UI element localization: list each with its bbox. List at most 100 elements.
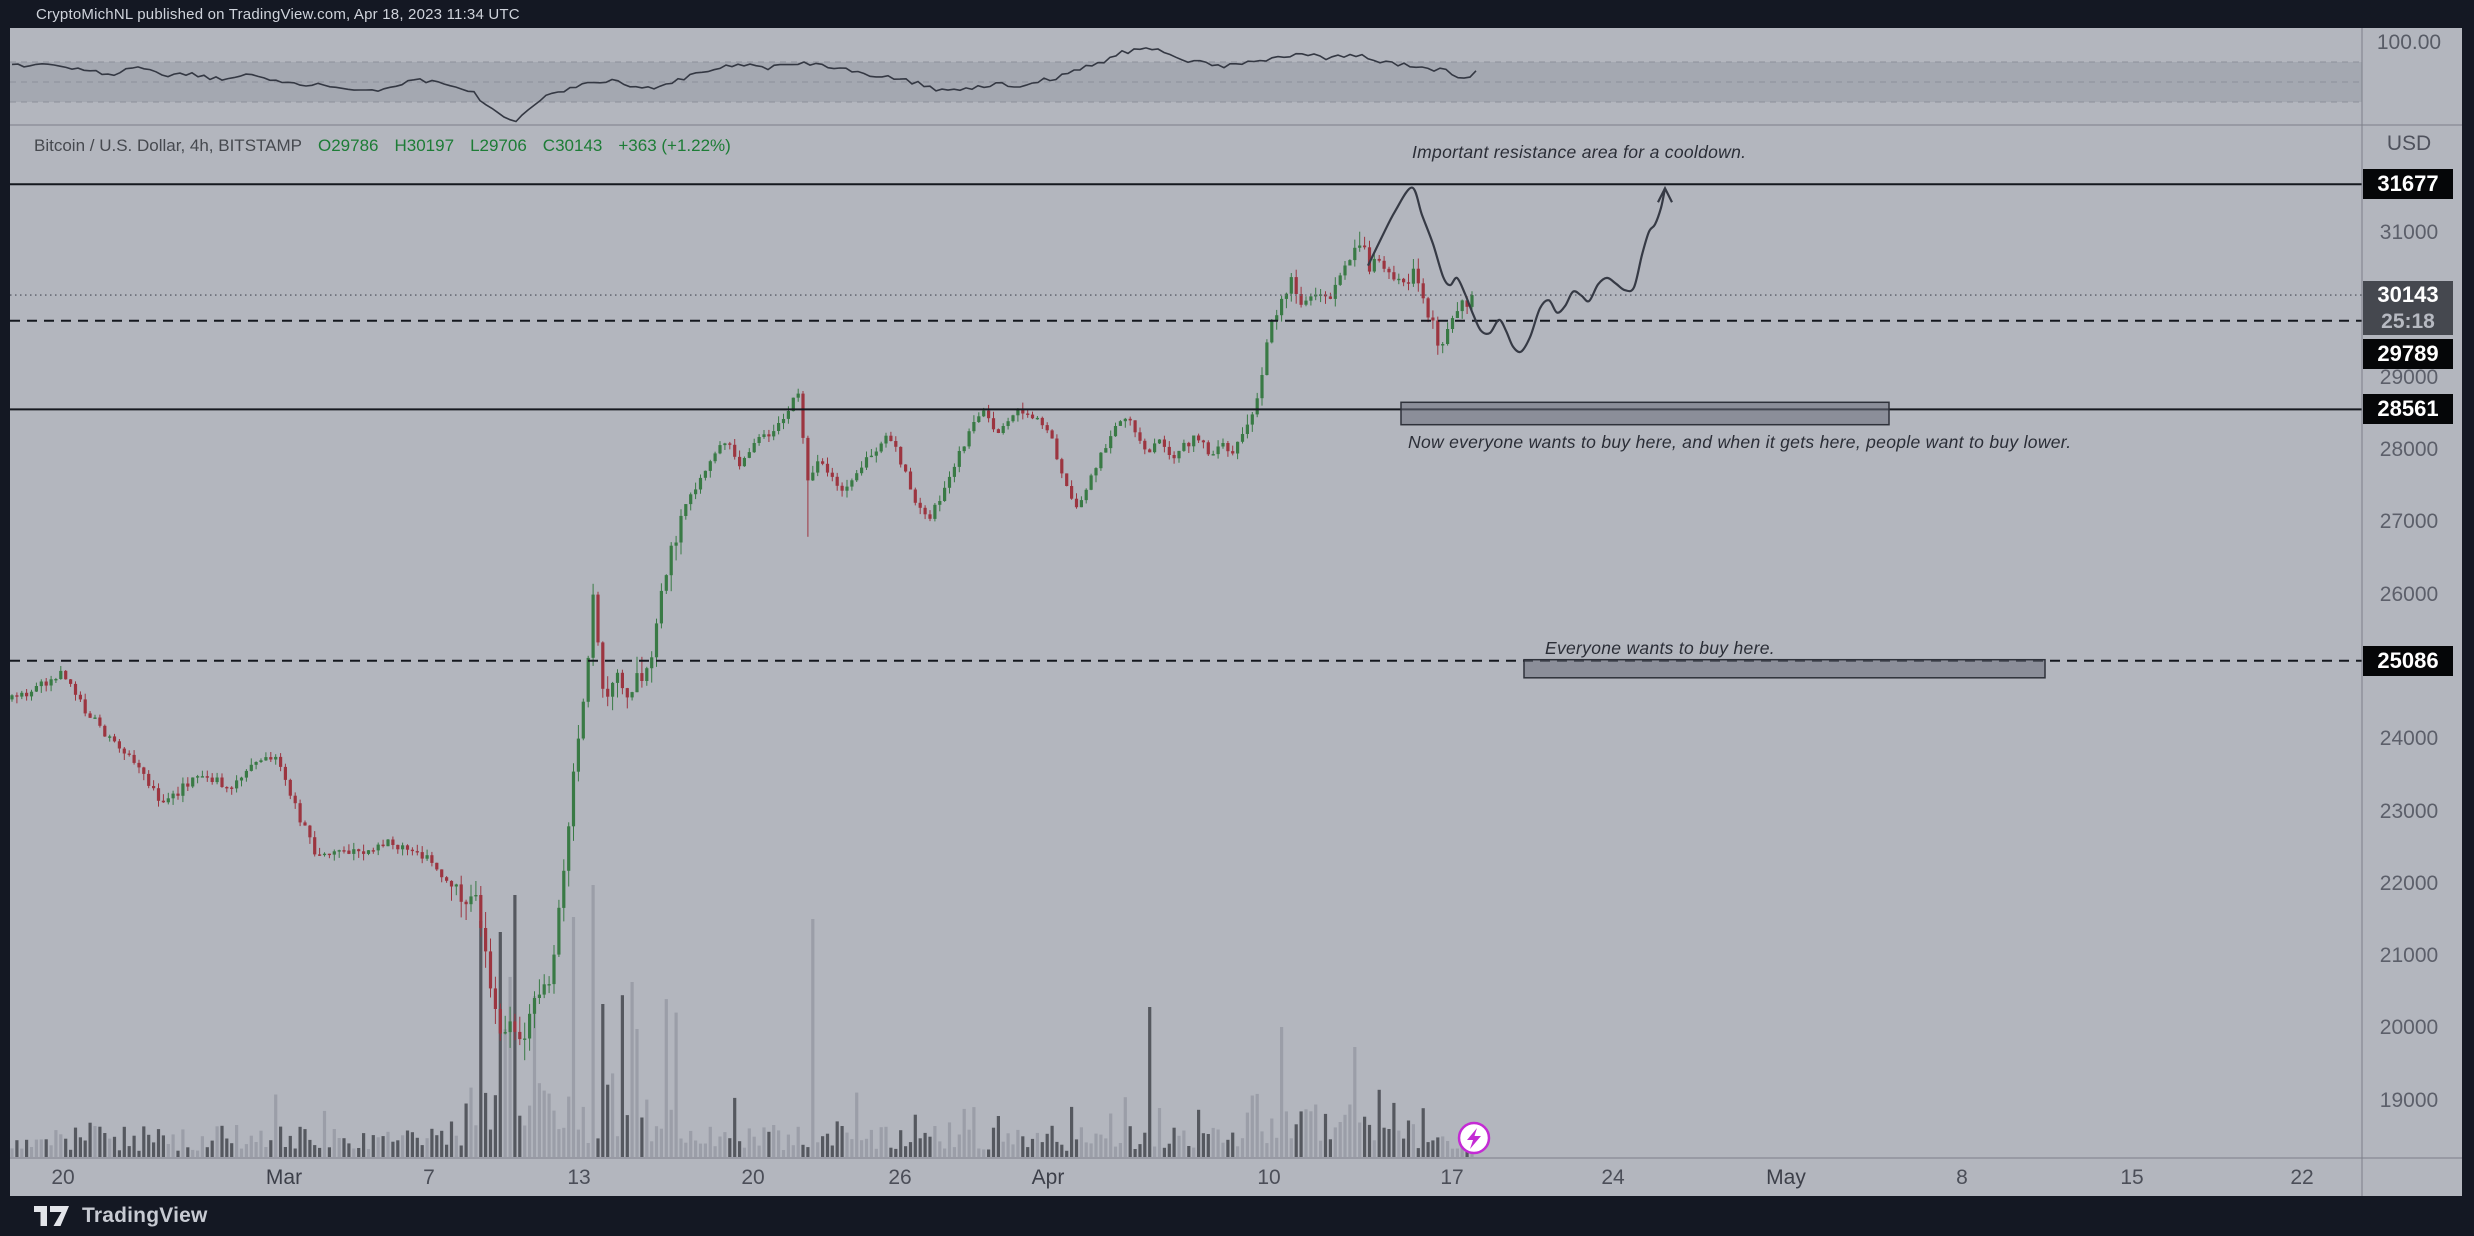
annotation-text-1[interactable]: Important resistance area for a cooldown… <box>1412 142 1747 162</box>
candle-body <box>415 851 419 853</box>
price-tick-27000: 27000 <box>2379 510 2439 534</box>
volume-bar <box>1275 1137 1279 1157</box>
candle-body <box>894 441 898 447</box>
candle-body <box>1143 440 1147 450</box>
candle-body <box>781 419 786 424</box>
volume-bar <box>279 1126 283 1157</box>
candle-body <box>254 762 258 765</box>
candle-body <box>239 777 244 781</box>
volume-bar <box>73 1127 78 1157</box>
candle-body <box>947 476 952 488</box>
projection-path[interactable] <box>1367 186 1667 354</box>
volume-bar <box>1172 1127 1176 1157</box>
candle-body <box>537 994 541 998</box>
candle-body <box>44 681 48 686</box>
volume-bar <box>733 1097 737 1157</box>
candle-body <box>127 753 131 755</box>
volume-bar <box>884 1126 888 1157</box>
candle-body <box>1001 426 1005 433</box>
annotation-text-3[interactable]: Everyone wants to buy here. <box>1545 638 1775 658</box>
tradingview-logo-icon[interactable] <box>34 1205 70 1227</box>
volume-bar <box>1157 1108 1162 1157</box>
volume-bar <box>112 1136 117 1157</box>
symbol-info-bar[interactable]: Bitcoin / U.S. Dollar, 4h, BITSTAMP O297… <box>34 136 731 156</box>
volume-bar <box>454 1135 458 1157</box>
candle-body <box>269 757 273 760</box>
volume-bar <box>967 1129 971 1157</box>
time-tick-May: May <box>1766 1166 1806 1189</box>
level-price-label-31677[interactable]: 31677 <box>2363 169 2453 200</box>
volume-bar <box>371 1135 375 1157</box>
volume-bar <box>835 1121 839 1157</box>
candle-body <box>1280 298 1284 316</box>
volume-bar <box>1431 1140 1435 1157</box>
volume-bar <box>288 1135 292 1157</box>
volume-bar <box>98 1126 102 1157</box>
volume-bar <box>1187 1146 1191 1157</box>
level-price-label-25086[interactable]: 25086 <box>2363 645 2453 676</box>
candle-body <box>249 764 253 771</box>
candle-body <box>410 849 414 852</box>
chart-widget[interactable]: Bitcoin / U.S. Dollar, 4h, BITSTAMP O297… <box>10 28 2462 1196</box>
candle-body <box>1299 294 1303 305</box>
candle-body <box>796 393 800 398</box>
candle-body <box>83 699 87 714</box>
volume-bar <box>327 1147 331 1157</box>
candle-body <box>908 471 913 490</box>
candle-body <box>1084 489 1088 501</box>
tradingview-brand[interactable]: TradingView <box>82 1204 208 1227</box>
volume-bar <box>508 976 512 1157</box>
candle-body <box>713 453 717 462</box>
volume-bar <box>235 1125 239 1157</box>
volume-bar <box>1421 1108 1425 1157</box>
level-price-label-28561[interactable]: 28561 <box>2363 394 2453 425</box>
candle-body <box>689 494 693 505</box>
interest-zone-1[interactable] <box>1400 401 1890 426</box>
candle-body <box>962 446 966 452</box>
volume-bar <box>591 885 595 1157</box>
level-price-label-29789[interactable]: 29789 <box>2363 338 2453 369</box>
annotation-text-2[interactable]: Now everyone wants to buy here, and when… <box>1408 432 2072 452</box>
candle-body <box>654 623 659 658</box>
candle-body <box>938 501 942 505</box>
candle-body <box>767 434 771 437</box>
volume-bar <box>694 1140 698 1157</box>
volume-bar <box>215 1126 219 1157</box>
candle-body <box>313 837 317 855</box>
volume-bar <box>342 1138 346 1157</box>
volume-bar <box>1192 1147 1196 1157</box>
price-tick-29000: 29000 <box>2379 365 2439 389</box>
candle-body <box>488 951 493 989</box>
candle-body <box>816 461 820 473</box>
candle-body <box>391 839 395 845</box>
volume-bar <box>254 1142 258 1157</box>
volume-bar <box>1402 1138 1406 1157</box>
candle-body <box>845 486 849 491</box>
price-tick-21000: 21000 <box>2379 944 2439 968</box>
candle-body <box>757 437 761 443</box>
volume-bar <box>196 1150 200 1157</box>
candle-body <box>674 542 678 546</box>
volume-bar <box>137 1150 141 1157</box>
interest-zone-2[interactable] <box>1523 658 2046 679</box>
candle-body <box>1377 258 1381 261</box>
ohlc-change: +363 (+1.22%) <box>618 136 731 155</box>
price-chart-canvas[interactable] <box>10 28 2462 1196</box>
volume-bar <box>698 1143 703 1157</box>
time-axis[interactable]: 20 Mar 7 13 20 26 Apr 10 17 24 May 8 15 22 <box>10 1158 2362 1196</box>
candle-body <box>1148 449 1152 453</box>
ohlc-high: H30197 <box>394 136 455 155</box>
volume-bar <box>640 1117 644 1157</box>
candle-body <box>1455 311 1459 318</box>
volume-bar <box>88 1122 92 1157</box>
volume-bar <box>244 1144 248 1157</box>
volume-bar <box>318 1147 322 1157</box>
volume-bar <box>269 1140 273 1157</box>
current-price-label: 30143 25:18 <box>2363 281 2453 336</box>
candle-body <box>513 1021 517 1032</box>
volume-bar <box>1314 1104 1318 1157</box>
candle-body <box>93 717 97 719</box>
volume-bar <box>1094 1133 1098 1157</box>
volume-bar <box>1397 1130 1401 1157</box>
volume-bar <box>20 1148 24 1157</box>
